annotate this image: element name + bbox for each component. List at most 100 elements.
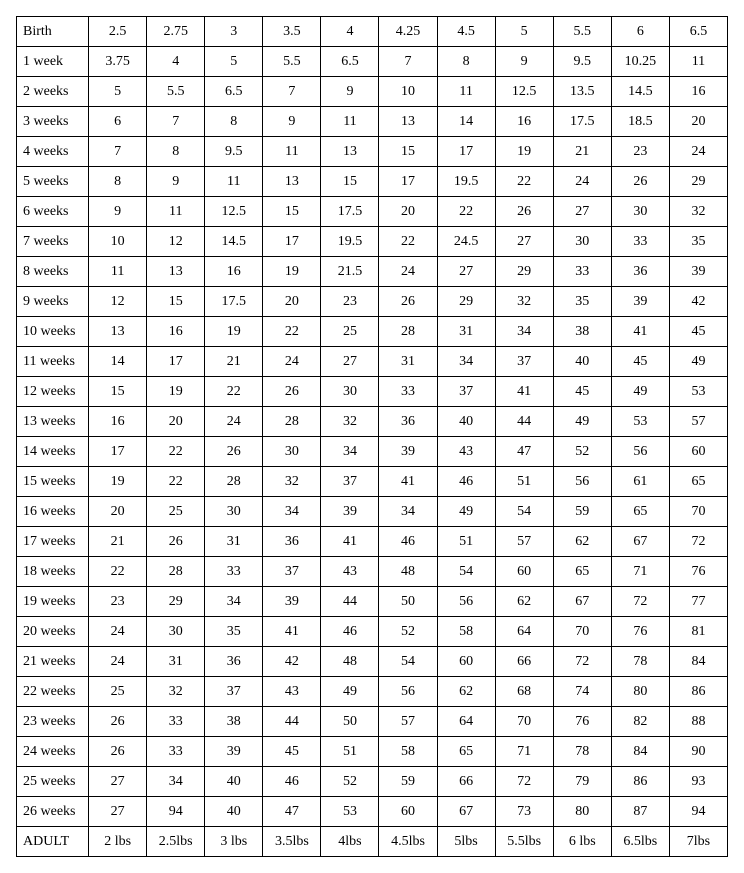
cell: 76 [553,707,611,737]
cell: 26 [89,707,147,737]
cell: 34 [379,497,437,527]
cell: 15 [263,197,321,227]
cell: 57 [495,527,553,557]
cell: 46 [437,467,495,497]
cell: 72 [495,767,553,797]
cell: 26 [495,197,553,227]
cell: 11 [205,167,263,197]
cell: 12.5 [495,77,553,107]
cell: 23 [89,587,147,617]
cell: 33 [553,257,611,287]
cell: 25 [321,317,379,347]
table-row: 13 weeks1620242832364044495357 [17,407,728,437]
cell: 13 [147,257,205,287]
cell: 22 [205,377,263,407]
cell: 65 [669,467,727,497]
cell: 15 [89,377,147,407]
table-row: 12 weeks1519222630333741454953 [17,377,728,407]
cell: 7 [147,107,205,137]
cell: 37 [263,557,321,587]
cell: 13.5 [553,77,611,107]
cell: 41 [495,377,553,407]
cell: 52 [321,767,379,797]
cell: 41 [379,467,437,497]
cell: 3 [205,17,263,47]
row-label: 19 weeks [17,587,89,617]
table-row: 8 weeks1113161921.5242729333639 [17,257,728,287]
table-row: 1 week3.75455.56.57899.510.2511 [17,47,728,77]
cell: 33 [147,707,205,737]
cell: 76 [611,617,669,647]
cell: 26 [611,167,669,197]
cell: 40 [553,347,611,377]
cell: 31 [147,647,205,677]
cell: 21.5 [321,257,379,287]
cell: 5 [89,77,147,107]
cell: 35 [205,617,263,647]
cell: 77 [669,587,727,617]
cell: 19 [205,317,263,347]
cell: 12 [147,227,205,257]
cell: 2.75 [147,17,205,47]
cell: 70 [553,617,611,647]
cell: 64 [437,707,495,737]
cell: 72 [553,647,611,677]
table-row: 20 weeks2430354146525864707681 [17,617,728,647]
cell: 29 [495,257,553,287]
cell: 67 [611,527,669,557]
row-label: 17 weeks [17,527,89,557]
table-row: 7 weeks101214.51719.52224.527303335 [17,227,728,257]
cell: 17 [147,347,205,377]
row-label: 11 weeks [17,347,89,377]
row-label: 21 weeks [17,647,89,677]
cell: 65 [611,497,669,527]
cell: 37 [321,467,379,497]
cell: 94 [147,797,205,827]
cell: 33 [611,227,669,257]
cell: 66 [495,647,553,677]
cell: 26 [263,377,321,407]
cell: 9.5 [205,137,263,167]
cell: 15 [379,137,437,167]
cell: 23 [321,287,379,317]
cell: 30 [205,497,263,527]
cell: 54 [379,647,437,677]
cell: 43 [263,677,321,707]
cell: 8 [205,107,263,137]
cell: 28 [147,557,205,587]
table-row: 15 weeks1922283237414651566165 [17,467,728,497]
row-label: 22 weeks [17,677,89,707]
cell: 22 [495,167,553,197]
cell: 34 [147,767,205,797]
cell: 29 [669,167,727,197]
cell: 24 [263,347,321,377]
cell: 41 [321,527,379,557]
cell: 9 [147,167,205,197]
cell: 11 [263,137,321,167]
cell: 25 [89,677,147,707]
cell: 94 [669,797,727,827]
row-label: 13 weeks [17,407,89,437]
cell: 10 [379,77,437,107]
cell: 51 [495,467,553,497]
table-row: 2 weeks55.56.579101112.513.514.516 [17,77,728,107]
row-label: 12 weeks [17,377,89,407]
cell: 5.5lbs [495,827,553,857]
cell: 22 [263,317,321,347]
cell: 68 [495,677,553,707]
cell: 48 [321,647,379,677]
table-row: 23 weeks2633384450576470768288 [17,707,728,737]
cell: 87 [611,797,669,827]
cell: 22 [379,227,437,257]
cell: 33 [205,557,263,587]
cell: 90 [669,737,727,767]
cell: 37 [437,377,495,407]
cell: 34 [205,587,263,617]
table-row: 5 weeks891113151719.522242629 [17,167,728,197]
cell: 44 [263,707,321,737]
cell: 22 [147,437,205,467]
cell: 24.5 [437,227,495,257]
cell: 43 [437,437,495,467]
cell: 44 [321,587,379,617]
cell: 57 [669,407,727,437]
